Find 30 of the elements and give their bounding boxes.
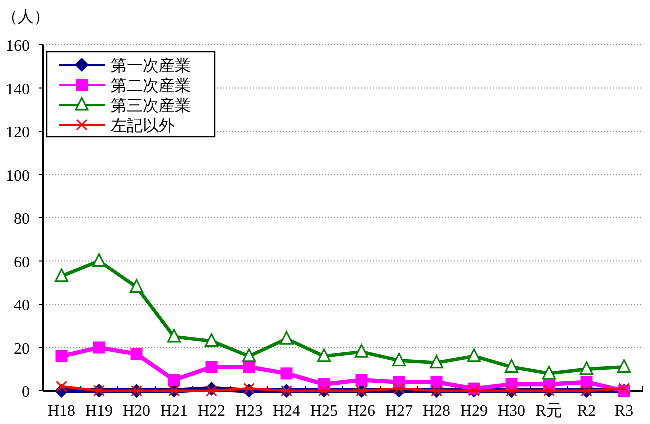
- x-tick-label: H21: [160, 403, 188, 420]
- x-tick-label: H25: [310, 403, 338, 420]
- y-tick-label: 100: [6, 168, 30, 185]
- x-tick-label: H19: [85, 403, 114, 420]
- x-tick-label: H26: [348, 403, 376, 420]
- x-tick-label: R2: [577, 403, 596, 420]
- y-tick-label: 80: [14, 211, 30, 228]
- y-tick-label: 0: [22, 384, 30, 401]
- x-tick-label: H24: [272, 403, 301, 420]
- y-tick-label: 160: [6, 38, 30, 55]
- x-tick-label: H30: [498, 403, 526, 420]
- legend-label: 第二次産業: [111, 77, 191, 95]
- x-tick-label: H29: [460, 403, 488, 420]
- x-tick-label: H23: [235, 403, 264, 420]
- y-axis-title: （人）: [2, 9, 50, 26]
- legend-label: 第一次産業: [111, 57, 191, 75]
- x-tick-label: H22: [198, 403, 226, 420]
- y-tick-label: 140: [6, 81, 30, 98]
- x-tick-label: R元: [536, 403, 563, 420]
- x-tick-label: H28: [422, 403, 451, 420]
- y-tick-label: 120: [6, 124, 30, 142]
- x-tick-label: H27: [385, 403, 414, 420]
- legend-label: 左記以外: [111, 117, 175, 135]
- y-tick-label: 60: [14, 254, 30, 272]
- legend-label: 第三次産業: [111, 97, 191, 115]
- x-tick-label: H20: [122, 403, 151, 420]
- y-tick-label: 20: [14, 340, 30, 358]
- y-tick-label: 40: [14, 298, 30, 314]
- x-tick-label: R3: [614, 403, 634, 420]
- x-tick-label: H18: [48, 403, 76, 420]
